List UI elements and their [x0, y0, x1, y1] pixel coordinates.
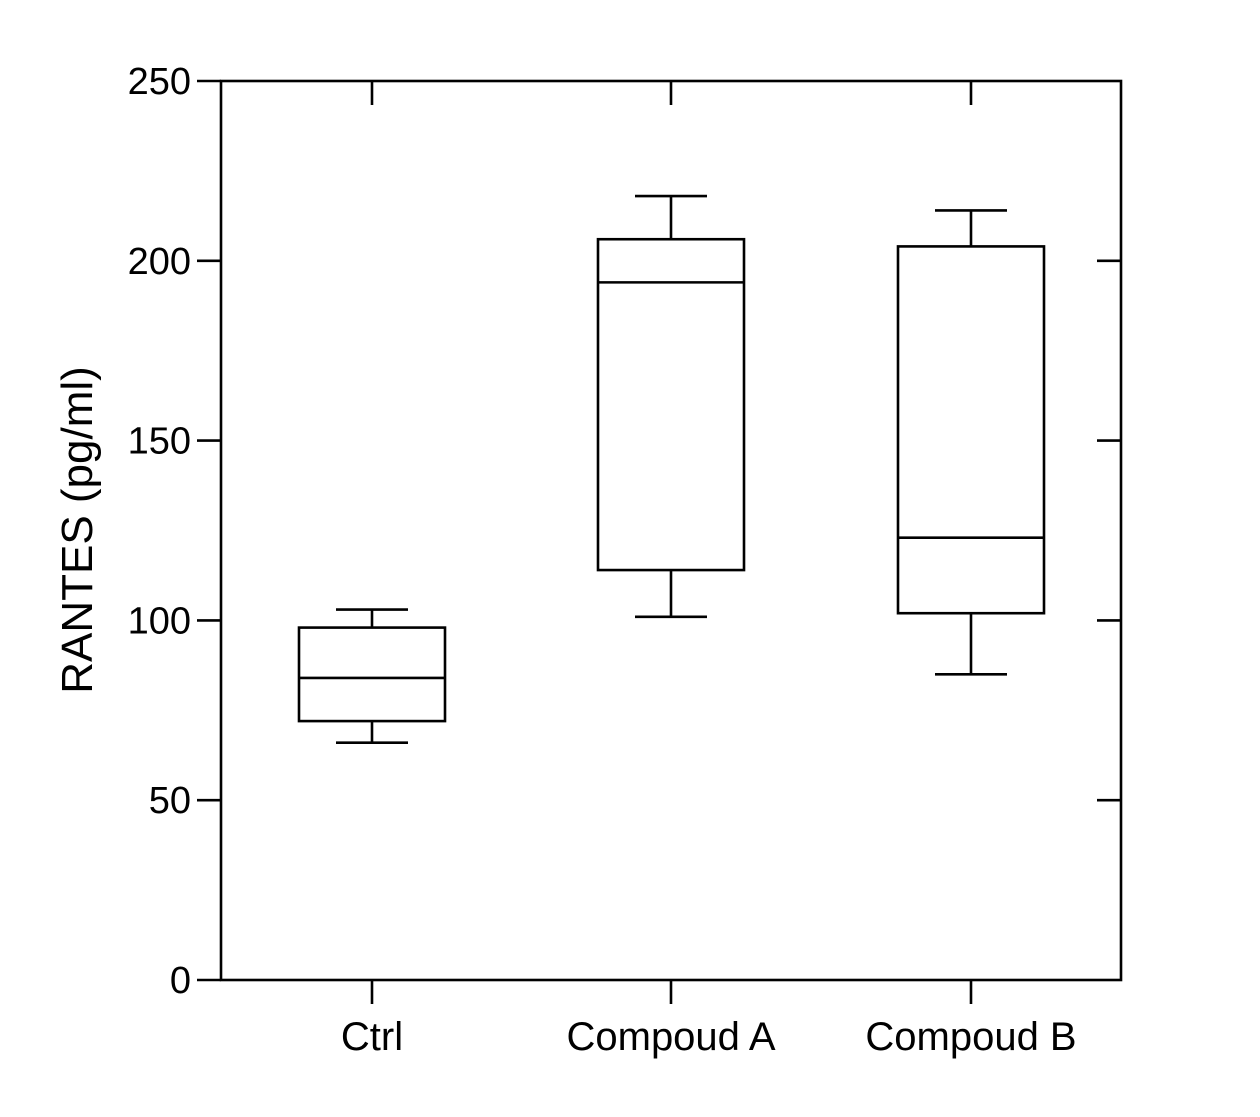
y-tick-label: 150 [128, 421, 191, 463]
y-tick-label: 250 [128, 61, 191, 103]
tick-layer [197, 79, 1121, 1004]
y-tick-label: 100 [128, 600, 191, 642]
iqr-box [596, 237, 746, 572]
box-layer [297, 194, 1046, 744]
y-tick-label: 50 [149, 780, 191, 822]
label-layer: 0 50 100 150 200 250 Ctrl Compoud A Compoud B [128, 61, 1077, 1059]
y-tick-label: 200 [128, 241, 191, 283]
iqr-box [297, 626, 447, 723]
x-category-label: Compoud A [566, 1015, 775, 1059]
x-category-label: Compoud B [865, 1015, 1076, 1059]
y-axis-title: RANTES (pg/ml) [53, 366, 102, 694]
x-category-label: Ctrl [341, 1015, 403, 1059]
y-tick-label: 0 [170, 960, 191, 1002]
iqr-box [896, 245, 1046, 615]
